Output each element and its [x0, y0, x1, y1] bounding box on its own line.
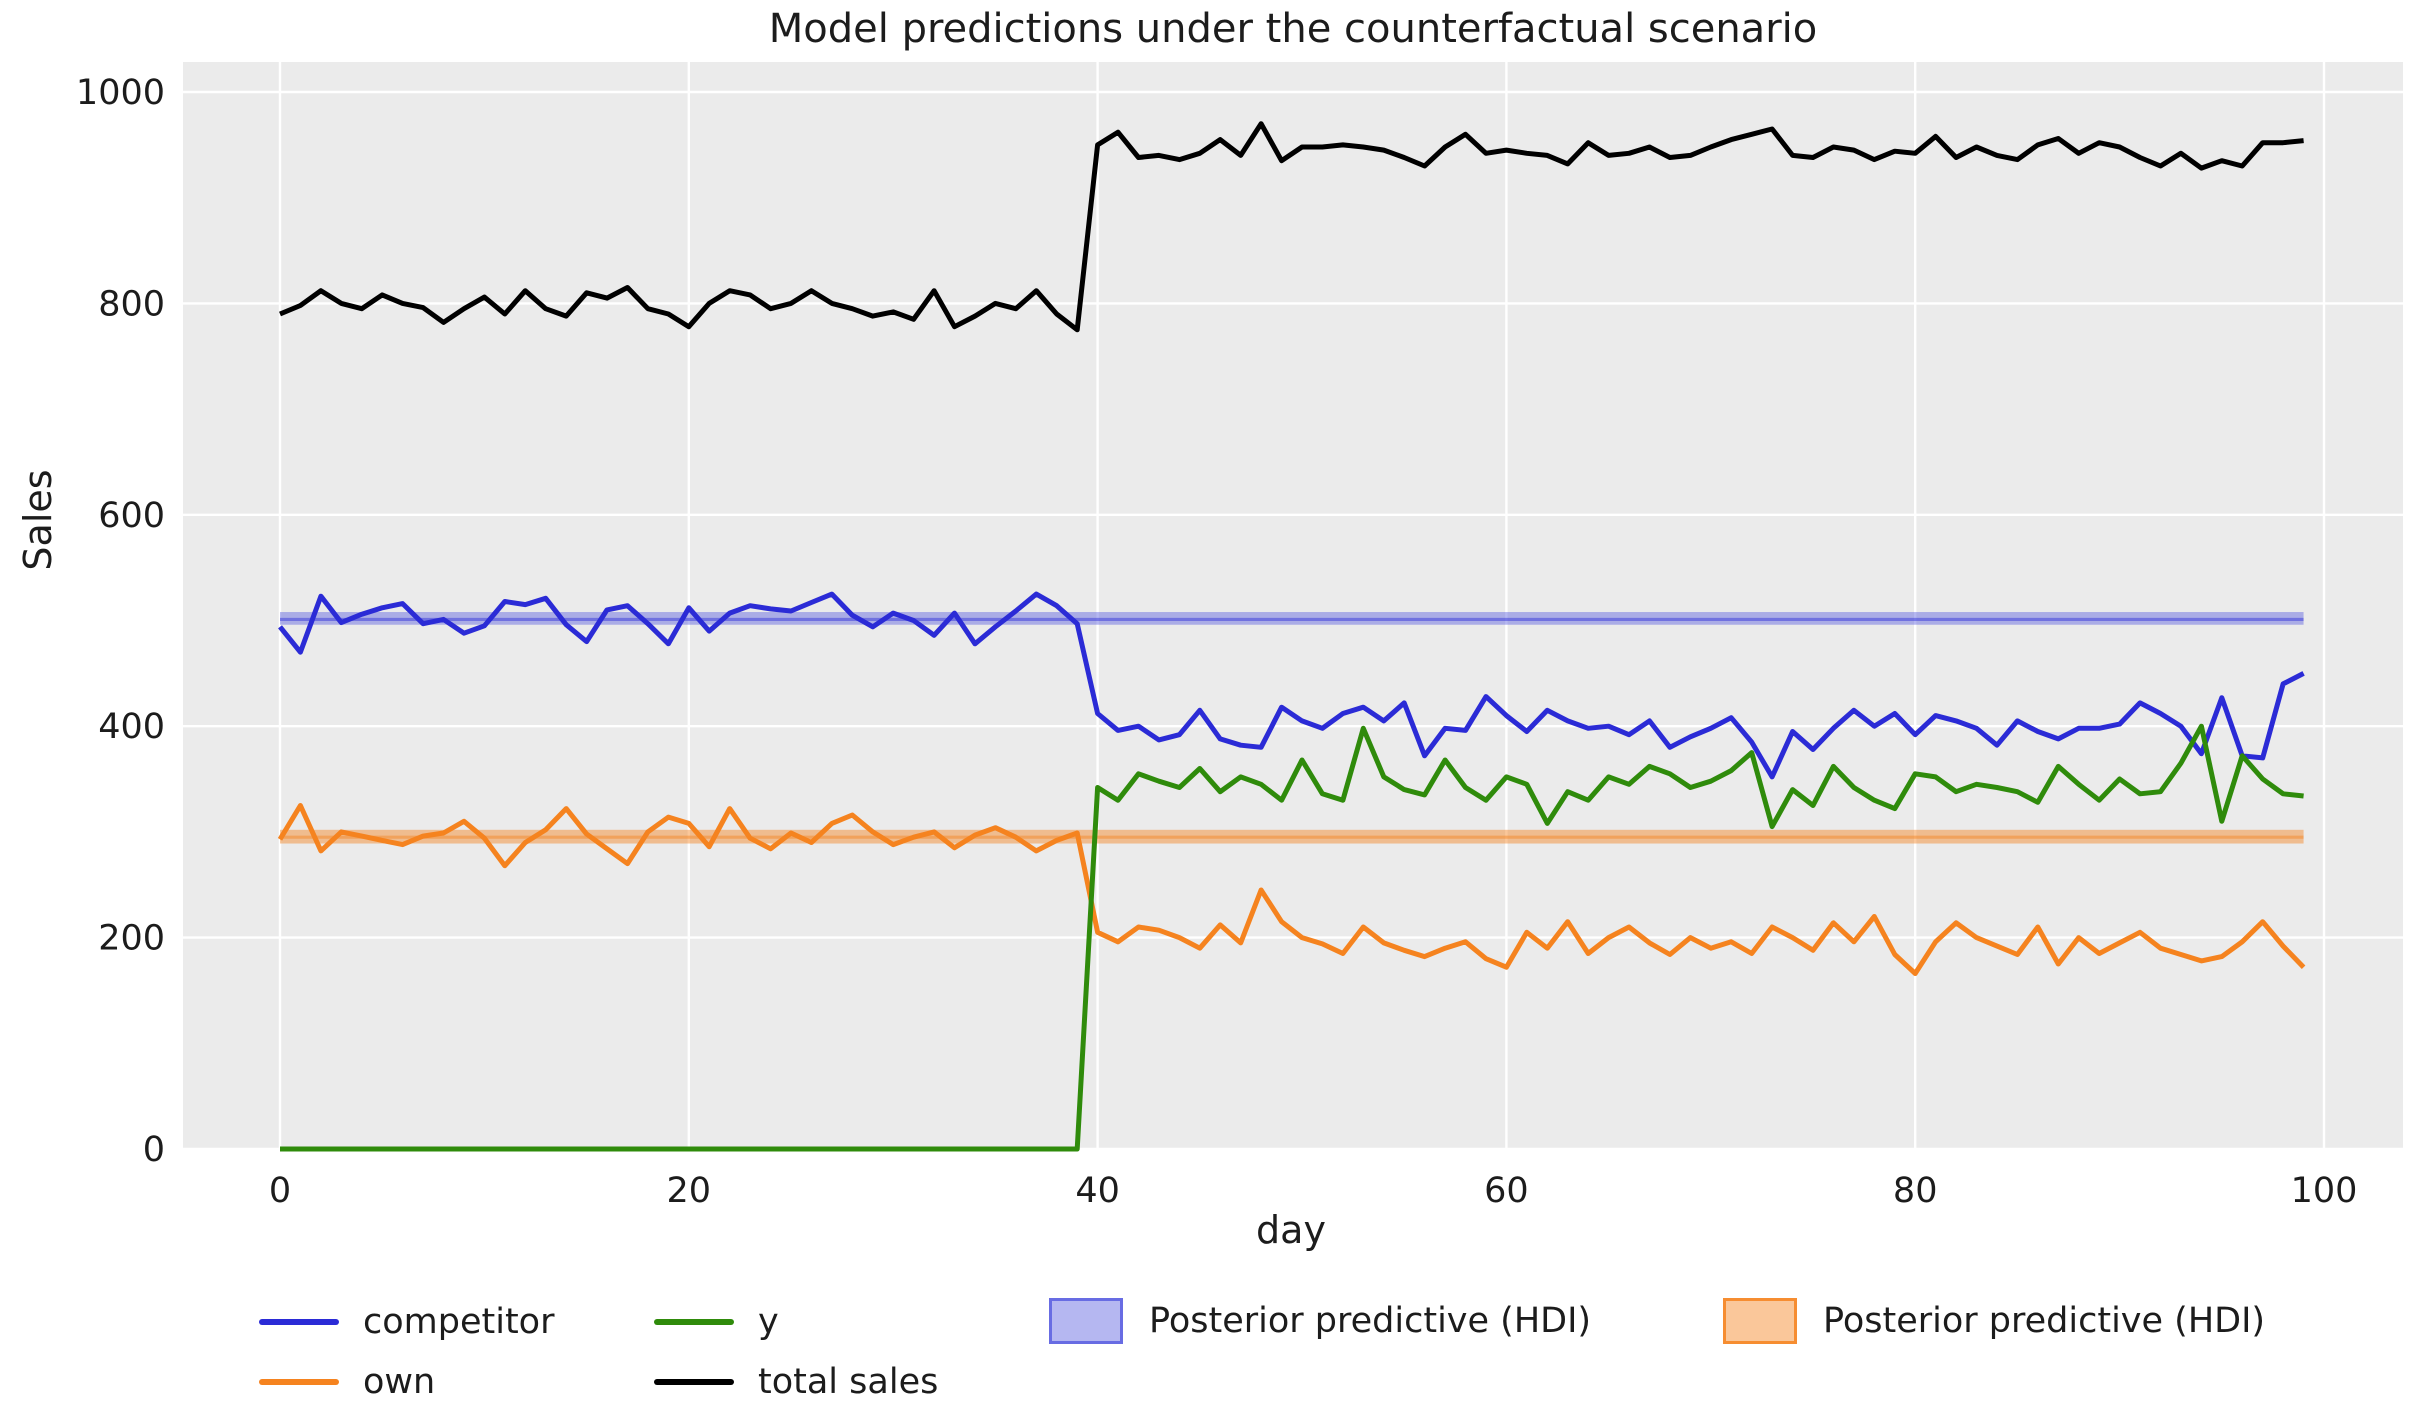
legend-line-swatch-competitor: [259, 1319, 339, 1325]
legend-line-swatch-y: [654, 1319, 734, 1325]
y-tick-label: 600: [98, 496, 165, 536]
x-tick-label: 60: [1484, 1171, 1529, 1211]
legend-line-swatch-total-sales: [654, 1379, 734, 1385]
y-tick-label: 1000: [76, 73, 165, 113]
legend-item-y: y: [654, 1298, 779, 1346]
y-tick-label: 200: [98, 919, 165, 959]
x-tick-label: 20: [667, 1171, 712, 1211]
y-tick-label: 0: [143, 1130, 165, 1170]
y-tick-label: 800: [98, 284, 165, 324]
legend-label-own: own: [363, 1362, 436, 1402]
x-tick-label: 100: [2291, 1171, 2358, 1211]
legend-label-posterior-hdi-orange: Posterior predictive (HDI): [1823, 1301, 2266, 1341]
legend-item-posterior-hdi-competitor: Posterior predictive (HDI): [1049, 1297, 1591, 1345]
legend-item-competitor: competitor: [259, 1298, 554, 1346]
legend-item-total-sales: total sales: [654, 1358, 938, 1406]
legend-patch-swatch-hdi-blue: [1049, 1298, 1123, 1344]
y-tick-label: 400: [98, 707, 165, 747]
legend-label-posterior-hdi-blue: Posterior predictive (HDI): [1149, 1301, 1592, 1341]
series-line-y: [280, 723, 2304, 1152]
x-axis-label: day: [1256, 1208, 1326, 1252]
series-line-own: [277, 803, 2306, 976]
legend-label-competitor: competitor: [363, 1302, 555, 1342]
series-line-competitor: [278, 591, 2305, 780]
legend-label-y: y: [758, 1302, 779, 1342]
x-tick-label: 80: [1893, 1171, 1938, 1211]
x-tick-label: 0: [269, 1171, 291, 1211]
legend-item-own: own: [259, 1358, 435, 1406]
hdi-band-0: [280, 612, 2304, 625]
legend-label-total-sales: total sales: [758, 1362, 939, 1402]
chart-title: Model predictions under the counterfactu…: [768, 6, 1818, 52]
legend-item-posterior-hdi-own: Posterior predictive (HDI): [1723, 1297, 2265, 1345]
legend-line-swatch-own: [259, 1379, 339, 1385]
legend-patch-swatch-hdi-orange: [1723, 1298, 1797, 1344]
series-line-total-sales: [279, 121, 2304, 333]
x-tick-label: 40: [1075, 1171, 1120, 1211]
